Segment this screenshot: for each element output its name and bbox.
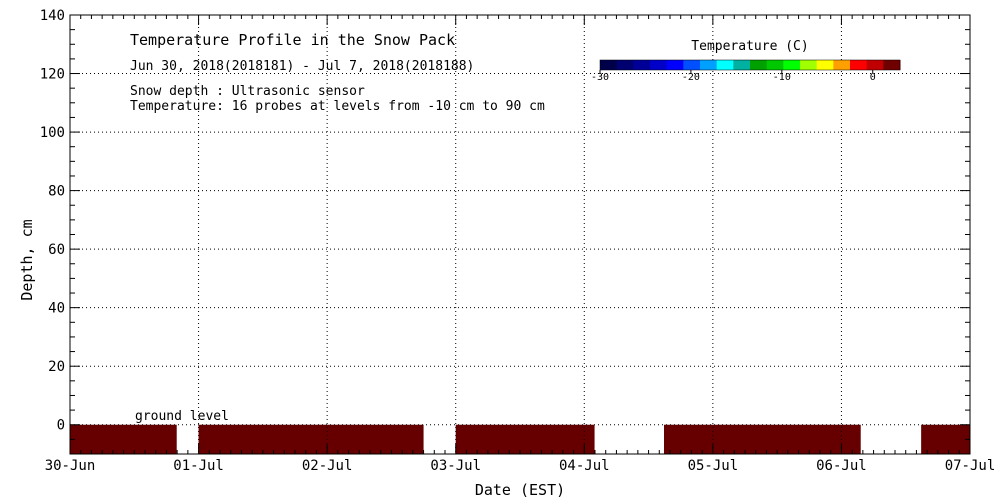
- x-tick-label: 07-Jul: [945, 458, 996, 474]
- note-temperature: Temperature: 16 probes at levels from -1…: [130, 99, 545, 114]
- colorbar-frame: [599, 59, 901, 71]
- colorbar-swatch: [800, 60, 818, 70]
- colorbar-swatch: [816, 60, 834, 70]
- colorbar-swatch: [783, 60, 801, 70]
- colorbar-swatch: [616, 60, 634, 70]
- x-tick-label: 01-Jul: [173, 458, 224, 474]
- colorbar-tick-label: -10: [773, 72, 791, 83]
- colorbar-swatch: [633, 60, 651, 70]
- colorbar-swatch: [700, 60, 718, 70]
- x-tick-label: 30-Jun: [45, 458, 96, 474]
- data-band-segment: [921, 424, 970, 454]
- colorbar-swatch: [733, 60, 751, 70]
- colorbar-swatch: [666, 60, 684, 70]
- colorbar-swatch: [883, 60, 901, 70]
- chart-title: Temperature Profile in the Snow Pack: [130, 31, 455, 49]
- colorbar-swatch: [716, 60, 734, 70]
- colorbar-swatch: [766, 60, 784, 70]
- plot-area: [70, 15, 970, 454]
- y-tick-label: 100: [40, 125, 65, 141]
- x-tick-label: 04-Jul: [559, 458, 610, 474]
- note-snow-depth: Snow depth : Ultrasonic sensor: [130, 84, 365, 99]
- colorbar-swatch: [850, 60, 868, 70]
- colorbar-swatch: [683, 60, 701, 70]
- colorbar: -30 -20 -10 0: [591, 59, 901, 83]
- y-tick-label: 40: [48, 301, 65, 317]
- colorbar-title: Temperature (C): [691, 39, 808, 54]
- y-tick-label: 20: [48, 359, 65, 375]
- ground-level-label: ground level: [135, 409, 229, 424]
- x-tick-label: 02-Jul: [302, 458, 353, 474]
- colorbar-swatch: [866, 60, 884, 70]
- axes: 30-Jun 01-Jul 02-Jul 03-Jul 04-Jul 05-Jul 06-J…: [40, 8, 996, 474]
- x-tick-label: 06-Jul: [816, 458, 867, 474]
- colorbar-tick-label: 0: [870, 72, 876, 83]
- colorbar-tick-label: -30: [591, 72, 609, 83]
- colorbar-swatch: [750, 60, 768, 70]
- x-tick-label: 05-Jul: [688, 458, 739, 474]
- chart-subtitle: Jun 30, 2018(2018181) - Jul 7, 2018(2018…: [130, 59, 474, 74]
- plot-frame: [69, 14, 971, 455]
- colorbar-tick-label: -20: [682, 72, 700, 83]
- y-tick-label: 0: [57, 418, 65, 434]
- y-tick-label: 120: [40, 67, 65, 83]
- y-tick-label: 140: [40, 8, 65, 24]
- y-tick-label: 80: [48, 184, 65, 200]
- data-band-segment: [455, 424, 595, 454]
- y-axis-label: Depth, cm: [18, 219, 36, 300]
- colorbar-swatch: [650, 60, 668, 70]
- x-tick-label: 03-Jul: [430, 458, 481, 474]
- colorbar-swatch: [833, 60, 851, 70]
- y-tick-label: 60: [48, 242, 65, 258]
- data-band-segment: [664, 424, 861, 454]
- x-axis-label: Date (EST): [475, 481, 565, 499]
- data-band-segment: [70, 424, 177, 454]
- colorbar-swatch: [600, 60, 618, 70]
- data-band-segment: [198, 424, 424, 454]
